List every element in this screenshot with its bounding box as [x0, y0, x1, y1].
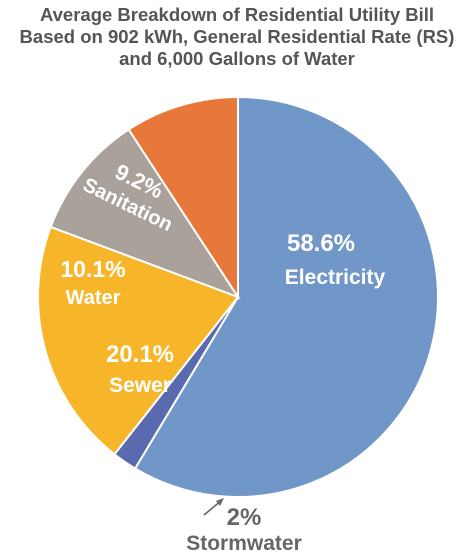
pie-slice-sewer — [37, 225, 240, 456]
slice-label-sewer: Sewer — [109, 374, 171, 397]
slice-value-sewer: 20.1% — [106, 341, 174, 368]
slice-value-electricity: 58.6% — [287, 230, 355, 257]
pie-slice-electricity — [133, 95, 439, 498]
slice-label-stormwater: Stormwater — [186, 532, 302, 555]
chart-title-line-3: and 6,000 Gallons of Water — [119, 48, 355, 69]
slice-label-water: Water — [66, 287, 121, 309]
chart-title: Average Breakdown of Residential Utility… — [0, 4, 474, 70]
slice-value-water: 10.1% — [60, 256, 125, 282]
pie-slices — [37, 95, 439, 498]
chart-title-line-1: Average Breakdown of Residential Utility… — [39, 4, 435, 25]
pie-slice-sanitation — [127, 95, 239, 301]
stormwater-pointer-arrowhead — [216, 498, 224, 506]
slice-value-stormwater: 2% — [227, 504, 262, 531]
chart-title-line-2: Based on 902 kWh, General Residential Ra… — [19, 26, 455, 47]
slice-label-electricity: Electricity — [285, 266, 386, 289]
pie-slice-water — [49, 128, 241, 300]
